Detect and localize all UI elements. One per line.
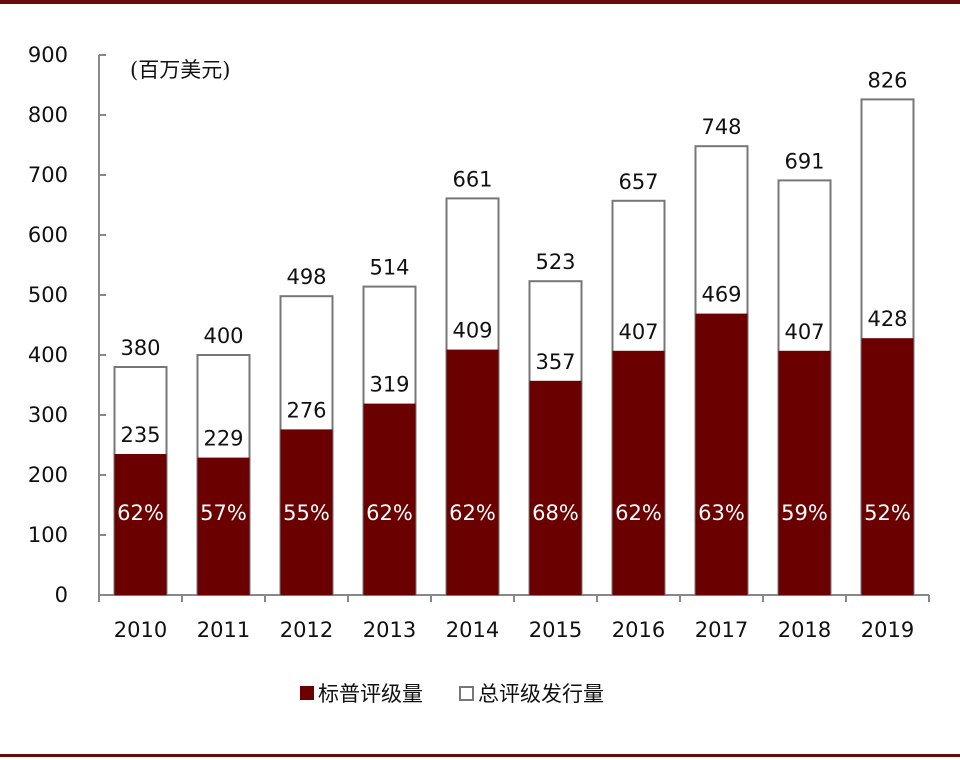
x-tick-label: 2017 [695, 618, 748, 642]
x-tick-label: 2010 [114, 618, 167, 642]
sp-value-label: 428 [867, 307, 907, 331]
y-tick-label: 600 [28, 223, 68, 247]
sp-value-label: 409 [452, 319, 492, 343]
sp-bar [446, 349, 499, 595]
sp-bar [280, 429, 333, 595]
share-label: 62% [366, 501, 413, 525]
y-tick-label: 500 [28, 283, 68, 307]
x-tick-label: 2011 [197, 618, 250, 642]
total-value-label: 514 [369, 256, 409, 280]
sp-bar [529, 380, 582, 595]
x-tick-label: 2016 [612, 618, 665, 642]
y-tick-label: 800 [28, 103, 68, 127]
legend-label-sp: 标普评级量 [318, 682, 423, 706]
x-tick-label: 2019 [861, 618, 914, 642]
y-tick-label: 700 [28, 163, 68, 187]
y-tick-label: 300 [28, 403, 68, 427]
share-label: 63% [698, 501, 745, 525]
share-label: 59% [781, 501, 828, 525]
sp-value-label: 357 [535, 350, 575, 374]
sp-bar [612, 350, 665, 595]
legend: 标普评级量 总评级发行量 [300, 678, 604, 708]
y-tick-label: 200 [28, 463, 68, 487]
share-label: 57% [200, 501, 247, 525]
total-value-label: 691 [784, 149, 824, 173]
sp-value-label: 319 [369, 373, 409, 397]
x-tick-label: 2013 [363, 618, 416, 642]
legend-swatch-total [459, 685, 474, 701]
x-tick-label: 2015 [529, 618, 582, 642]
legend-swatch-sp [300, 686, 314, 700]
total-value-label: 498 [286, 265, 326, 289]
share-label: 68% [532, 501, 579, 525]
y-tick-label: 100 [28, 523, 68, 547]
sp-bar [197, 457, 250, 595]
sp-bar [695, 313, 748, 595]
legend-label-total: 总评级发行量 [478, 682, 604, 706]
share-label: 62% [449, 501, 496, 525]
y-tick-label: 400 [28, 343, 68, 367]
share-label: 62% [117, 501, 164, 525]
unit-label: (百万美元) [130, 58, 230, 82]
sp-bar [861, 338, 914, 595]
sp-value-label: 469 [701, 283, 741, 307]
sp-value-label: 229 [203, 427, 243, 451]
share-label: 52% [864, 501, 911, 525]
y-tick-label: 0 [55, 583, 68, 607]
sp-bar [778, 350, 831, 595]
x-tick-label: 2014 [446, 618, 499, 642]
x-tick-label: 2012 [280, 618, 333, 642]
sp-bar [114, 454, 167, 595]
total-value-label: 748 [701, 115, 741, 139]
share-label: 62% [615, 501, 662, 525]
x-tick-label: 2018 [778, 618, 831, 642]
total-value-label: 400 [203, 324, 243, 348]
total-value-label: 661 [452, 167, 492, 191]
sp-value-label: 407 [618, 320, 658, 344]
share-label: 55% [283, 501, 330, 525]
top-border [0, 0, 960, 4]
sp-value-label: 235 [120, 423, 160, 447]
total-value-label: 826 [867, 68, 907, 92]
total-value-label: 523 [535, 250, 575, 274]
total-value-label: 380 [120, 336, 160, 360]
sp-value-label: 276 [286, 398, 326, 422]
bottom-border [0, 754, 960, 757]
sp-value-label: 407 [784, 320, 824, 344]
y-tick-label: 900 [28, 43, 68, 67]
total-value-label: 657 [618, 170, 658, 194]
sp-bar [363, 403, 416, 595]
